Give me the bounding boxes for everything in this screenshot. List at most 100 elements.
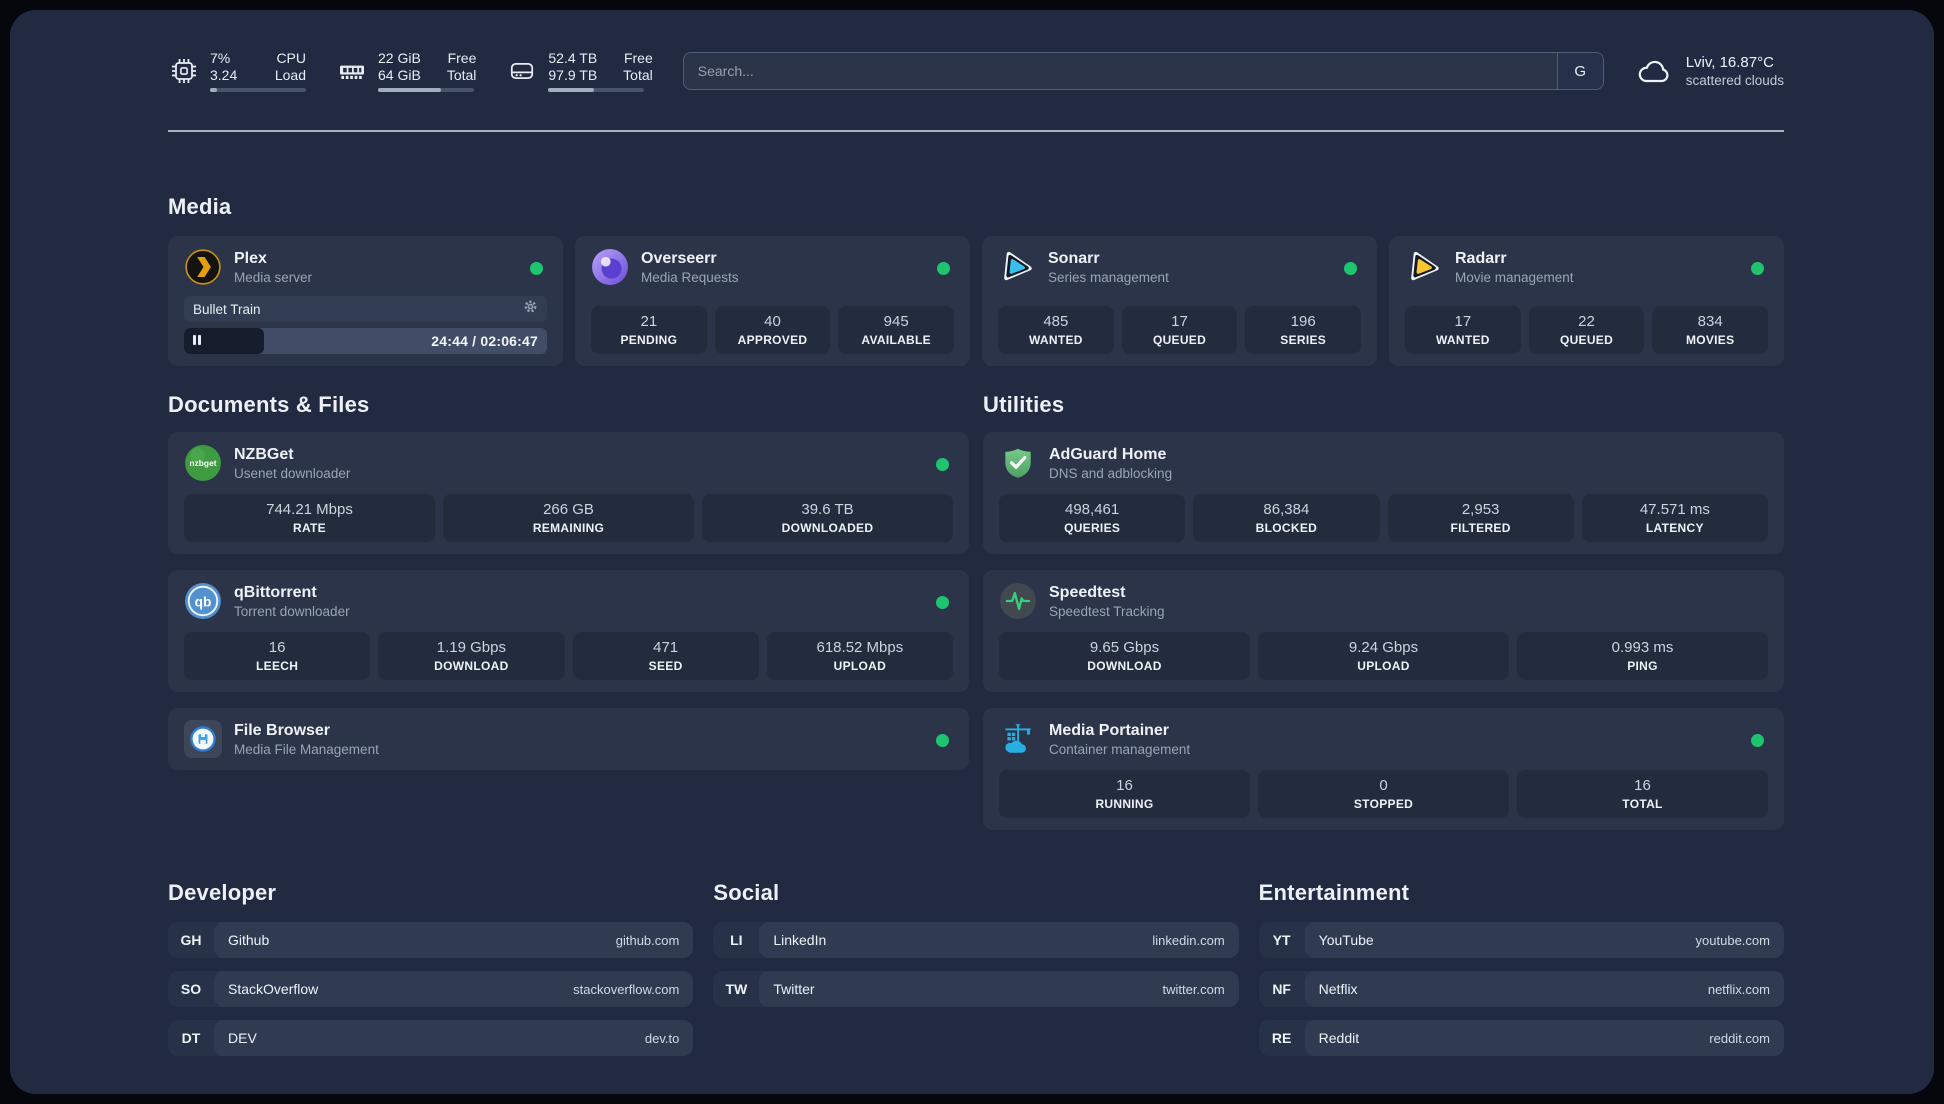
stat-label: STOPPED xyxy=(1353,796,1414,811)
overseerr-card[interactable]: Overseerr Media Requests 21 PENDING 40 A… xyxy=(575,236,970,366)
disk-total-label: Total xyxy=(623,67,653,83)
gear-icon[interactable] xyxy=(523,299,538,319)
cpu-icon xyxy=(168,55,200,87)
disk-free-label: Free xyxy=(623,50,653,66)
app-name: Overseerr xyxy=(641,249,717,267)
ram-free-label: Free xyxy=(447,50,477,66)
link-tag: YT xyxy=(1272,932,1291,948)
app-name: Plex xyxy=(234,249,267,267)
status-dot xyxy=(1751,262,1764,275)
link-url: youtube.com xyxy=(1695,932,1770,948)
stat-label: UPLOAD xyxy=(1357,658,1410,673)
link-github[interactable]: GH Github github.com xyxy=(168,922,694,958)
stat-tile: 9.65 Gbps DOWNLOAD xyxy=(999,632,1250,680)
app-name: Speedtest xyxy=(1049,583,1126,601)
stat-tile: 39.6 TB DOWNLOADED xyxy=(702,494,953,542)
link-reddit[interactable]: RE Reddit reddit.com xyxy=(1258,1020,1784,1056)
app-subtitle: DNS and adblocking xyxy=(1049,465,1173,481)
link-linkedin[interactable]: LI LinkedIn linkedin.com xyxy=(713,922,1239,958)
stat-value: 39.6 TB xyxy=(801,500,854,518)
stat-label: MOVIES xyxy=(1685,332,1735,347)
stat-label: LATENCY xyxy=(1645,520,1704,535)
filebrowser-card[interactable]: File Browser Media File Management xyxy=(168,708,969,770)
utilities-section-title: Utilities xyxy=(983,392,1065,417)
link-dev[interactable]: DT DEV dev.to xyxy=(168,1020,694,1056)
qbittorrent-card[interactable]: qb qBittorrent Torrent downloader 16 LEE… xyxy=(168,570,969,692)
radarr-card[interactable]: Radarr Movie management 17 WANTED 22 QUE… xyxy=(1389,236,1784,366)
stat-label: UPLOAD xyxy=(833,658,887,673)
nzbget-card[interactable]: nzbget NZBGet Usenet downloader 744.21 M… xyxy=(168,432,969,554)
app-name: Radarr xyxy=(1455,249,1507,267)
search-engine-button[interactable]: G xyxy=(1556,53,1603,89)
search-bar[interactable]: G xyxy=(682,52,1604,90)
cpu-load-value: 3.24 xyxy=(210,67,238,83)
status-dot xyxy=(936,734,949,747)
stat-value: 834 xyxy=(1697,312,1723,330)
app-subtitle: Media Requests xyxy=(641,269,739,285)
search-input[interactable] xyxy=(683,53,1557,89)
stat-value: 0.993 ms xyxy=(1611,638,1674,656)
weather-widget[interactable]: Lviv, 16.87°C scattered clouds xyxy=(1634,53,1784,89)
adguard-icon xyxy=(999,444,1037,482)
link-name: Twitter xyxy=(773,981,815,997)
disk-total-value: 97.9 TB xyxy=(548,67,598,83)
plex-card[interactable]: Plex Media server Bullet Train xyxy=(168,236,563,366)
stat-label: FILTERED xyxy=(1450,520,1511,535)
stat-value: 16 xyxy=(1116,776,1133,794)
link-youtube[interactable]: YT YouTube youtube.com xyxy=(1258,922,1784,958)
stat-tile: 834 MOVIES xyxy=(1652,306,1769,354)
stat-tile: 1.19 Gbps DOWNLOAD xyxy=(378,632,565,680)
app-name: Sonarr xyxy=(1048,249,1100,267)
stat-label: TOTAL xyxy=(1622,796,1663,811)
stat-tile: 40 APPROVED xyxy=(714,306,831,354)
stat-value: 9.65 Gbps xyxy=(1089,638,1160,656)
stat-tile: 744.21 Mbps RATE xyxy=(184,494,435,542)
stat-label: RUNNING xyxy=(1095,796,1154,811)
nzbget-icon: nzbget xyxy=(184,444,222,482)
media-section: Media Plex Media server xyxy=(168,194,1784,366)
app-subtitle: Torrent downloader xyxy=(234,603,350,619)
stat-value: 0 xyxy=(1379,776,1388,794)
stat-label: BLOCKED xyxy=(1255,520,1318,535)
link-name: Netflix xyxy=(1318,981,1358,997)
link-url: netflix.com xyxy=(1707,981,1770,997)
link-tag: SO xyxy=(180,981,202,997)
stat-tile: 16 LEECH xyxy=(184,632,371,680)
social-section: Social LI LinkedIn linkedin.com TW Twitt… xyxy=(713,880,1239,1056)
ram-stat: 22 GiB 64 GiB Free Total xyxy=(336,50,476,92)
sonarr-card[interactable]: Sonarr Series management 485 WANTED 17 Q… xyxy=(982,236,1377,366)
link-url: github.com xyxy=(615,932,680,948)
stat-value: 945 xyxy=(883,312,909,330)
speedtest-card[interactable]: Speedtest Speedtest Tracking 9.65 Gbps D… xyxy=(983,570,1784,692)
stat-label: SERIES xyxy=(1280,332,1327,347)
stat-label: RATE xyxy=(293,520,326,535)
stat-label: DOWNLOAD xyxy=(1087,658,1162,673)
topbar: 7% 3.24 CPU Load xyxy=(168,44,1784,98)
radarr-icon xyxy=(1405,248,1443,286)
cpu-label: CPU xyxy=(276,50,306,66)
stat-tile: 2,953 FILTERED xyxy=(1387,494,1574,542)
topbar-divider xyxy=(168,130,1784,132)
link-netflix[interactable]: NF Netflix netflix.com xyxy=(1258,971,1784,1007)
svg-text:nzbget: nzbget xyxy=(189,458,216,468)
stat-value: 266 GB xyxy=(543,500,594,518)
link-stackoverflow[interactable]: SO StackOverflow stackoverflow.com xyxy=(168,971,694,1007)
stat-tile: 618.52 Mbps UPLOAD xyxy=(766,632,953,680)
stat-label: DOWNLOADED xyxy=(781,520,874,535)
portainer-card[interactable]: Media Portainer Container management 16 … xyxy=(983,708,1784,830)
link-tag: NF xyxy=(1272,981,1291,997)
stat-tile: 485 WANTED xyxy=(998,306,1114,354)
ram-icon xyxy=(336,55,368,87)
weather-condition: scattered clouds xyxy=(1685,73,1784,88)
plex-icon xyxy=(184,248,222,286)
documents-section-title: Documents & Files xyxy=(168,392,370,417)
adguard-card[interactable]: AdGuard Home DNS and adblocking 498,461 … xyxy=(983,432,1784,554)
ram-usage-bar xyxy=(378,88,474,92)
app-name: qBittorrent xyxy=(234,583,317,601)
stat-tile: 0.993 ms PING xyxy=(1517,632,1768,680)
stat-label: PENDING xyxy=(620,332,678,347)
link-twitter[interactable]: TW Twitter twitter.com xyxy=(713,971,1239,1007)
stat-value: 2,953 xyxy=(1461,500,1500,518)
playback-progress-bar[interactable]: 24:44 / 02:06:47 xyxy=(184,328,547,354)
pause-icon[interactable] xyxy=(193,332,203,350)
